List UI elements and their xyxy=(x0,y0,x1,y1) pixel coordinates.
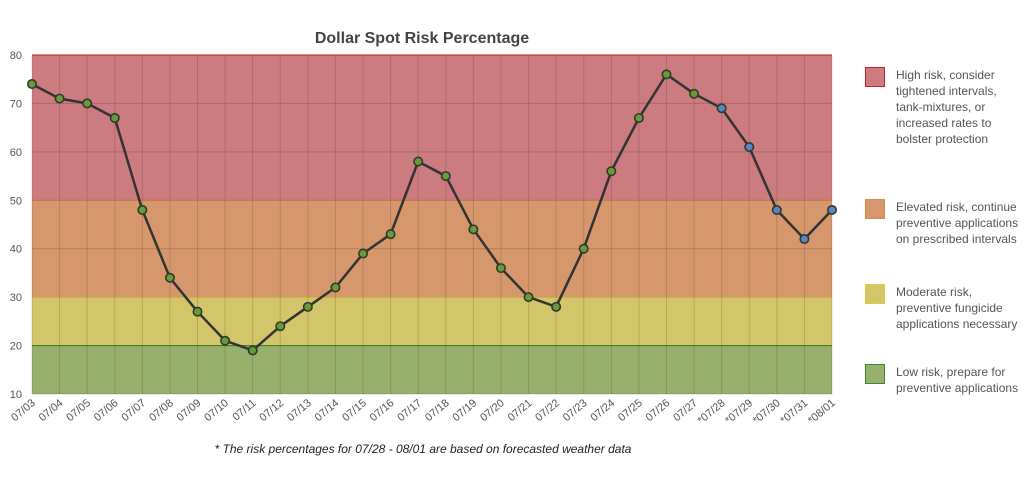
data-point xyxy=(82,98,93,109)
data-point xyxy=(385,229,396,240)
data-point xyxy=(247,345,258,356)
y-axis: 10 20 30 40 50 60 70 80 xyxy=(10,50,22,401)
y-tick-label: 70 xyxy=(10,98,22,110)
x-tick-label: 07/10 xyxy=(202,397,231,424)
x-tick-label: 07/26 xyxy=(644,397,673,424)
risk-bands xyxy=(32,54,832,394)
x-tick-label: 07/20 xyxy=(478,397,507,424)
x-tick-label: 07/19 xyxy=(451,397,480,424)
x-tick-label: 07/13 xyxy=(285,397,314,424)
data-point xyxy=(164,272,175,283)
series xyxy=(26,69,837,356)
data-point xyxy=(440,171,451,182)
data-point xyxy=(633,112,644,123)
x-tick-label: 07/23 xyxy=(561,397,590,424)
x-axis: 07/0307/0407/0507/0607/0707/0807/0907/10… xyxy=(9,397,838,427)
y-tick-label: 20 xyxy=(10,341,22,353)
x-tick-label: *07/29 xyxy=(723,397,755,427)
data-point xyxy=(302,301,313,312)
x-tick-label: 07/22 xyxy=(533,397,562,424)
y-tick-label: 30 xyxy=(10,292,22,304)
x-tick-label: 07/11 xyxy=(230,397,258,423)
forecast-data-point xyxy=(771,204,782,215)
x-tick-label: 07/07 xyxy=(119,397,148,424)
x-tick-label: 07/12 xyxy=(257,397,286,424)
data-point xyxy=(192,306,203,317)
data-point xyxy=(137,204,148,215)
data-point xyxy=(275,321,286,332)
y-tick-label: 40 xyxy=(10,244,22,256)
legend-swatch-high-risk xyxy=(865,67,885,87)
x-tick-label: *08/01 xyxy=(806,397,838,427)
data-point xyxy=(109,112,120,123)
risk-line xyxy=(31,73,833,352)
data-point xyxy=(358,248,369,259)
data-point xyxy=(578,243,589,254)
legend-swatch-low-risk xyxy=(865,364,885,384)
data-point xyxy=(54,93,65,104)
data-point xyxy=(330,282,341,293)
x-tick-label: 07/09 xyxy=(175,397,204,424)
forecast-footnote: * The risk percentages for 07/28 - 08/01… xyxy=(214,442,632,456)
x-tick-label: 07/21 xyxy=(506,397,535,424)
x-tick-label: 07/03 xyxy=(9,397,38,424)
data-point xyxy=(468,224,479,235)
x-tick-label: 07/06 xyxy=(92,397,121,424)
x-tick-label: 07/08 xyxy=(147,397,176,424)
data-point xyxy=(523,292,534,303)
forecast-data-point xyxy=(826,204,837,215)
legend-label-elevated-risk: Elevated risk, continue preventive appli… xyxy=(896,200,1019,246)
risk-band-3 xyxy=(32,345,832,394)
data-point xyxy=(26,79,37,90)
data-point xyxy=(689,88,700,99)
legend-label-moderate-risk: Moderate risk, preventive fungicide appl… xyxy=(896,285,1018,331)
x-tick-label: 07/05 xyxy=(64,397,93,424)
risk-band-0 xyxy=(32,55,832,201)
y-tick-label: 10 xyxy=(10,389,22,401)
legend-swatch-moderate-risk xyxy=(865,284,885,304)
x-tick-label: 07/24 xyxy=(588,397,617,424)
x-tick-label: 07/17 xyxy=(395,397,424,424)
x-tick-label: *07/31 xyxy=(778,397,810,427)
forecast-data-point xyxy=(716,103,727,114)
x-tick-label: *07/30 xyxy=(751,397,783,427)
legend-label-high-risk: High risk, consider tightened intervals,… xyxy=(896,68,997,146)
x-tick-label: *07/28 xyxy=(696,397,728,427)
x-tick-label: 07/18 xyxy=(423,397,452,424)
y-tick-label: 60 xyxy=(10,147,22,159)
forecast-data-point xyxy=(744,142,755,153)
data-point xyxy=(220,335,231,346)
y-tick-label: 50 xyxy=(10,195,22,207)
x-tick-label: 07/14 xyxy=(313,397,342,424)
x-tick-label: 07/16 xyxy=(368,397,397,424)
data-point xyxy=(606,166,617,177)
data-point xyxy=(661,69,672,80)
data-point xyxy=(413,156,424,167)
x-tick-label: 07/15 xyxy=(340,397,369,424)
legend-swatch-elevated-risk xyxy=(865,199,885,219)
forecast-data-point xyxy=(799,234,810,245)
x-tick-label: 07/27 xyxy=(671,397,700,424)
legend-label-low-risk: Low risk, prepare for preventive applica… xyxy=(896,365,1019,395)
data-point xyxy=(495,263,506,274)
x-tick-label: 07/25 xyxy=(616,397,645,424)
grid xyxy=(31,54,833,395)
x-tick-label: 07/04 xyxy=(37,397,66,424)
data-point xyxy=(551,301,562,312)
chart-title: Dollar Spot Risk Percentage xyxy=(315,30,529,47)
risk-band-1 xyxy=(32,200,832,298)
risk-band-2 xyxy=(32,297,832,346)
y-tick-label: 80 xyxy=(10,50,22,62)
